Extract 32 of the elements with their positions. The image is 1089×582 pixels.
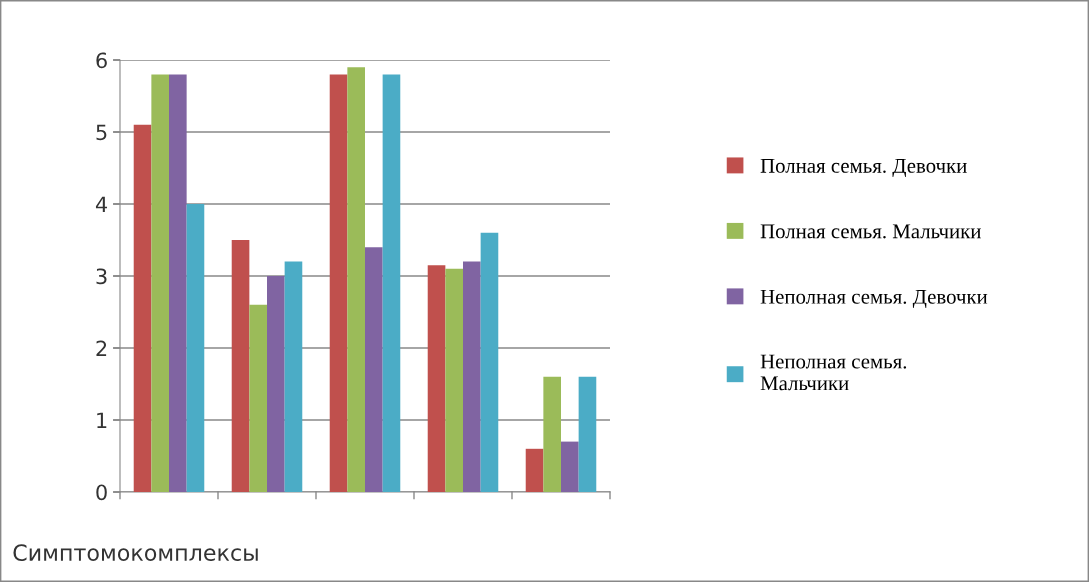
legend-label: Полная семья. Девочки [760, 159, 967, 178]
bar [463, 261, 481, 492]
legend-label: Неполная семья. Девочки [760, 289, 988, 309]
x-axis-title: Симптомокомплексы [13, 544, 258, 562]
bar [480, 232, 499, 492]
y-tick-label: 6 [96, 52, 107, 69]
y-tick-label: 1 [97, 412, 107, 428]
bar [231, 240, 250, 492]
y-tick-label: 2 [96, 340, 107, 356]
bar [133, 124, 152, 492]
bar [267, 276, 285, 492]
y-tick-label: 3 [96, 268, 107, 285]
bar [284, 261, 303, 492]
y-tick-label: 4 [95, 196, 108, 212]
bar [445, 268, 463, 492]
legend-label: Неполная семья. Мальчики [760, 354, 907, 391]
bar [151, 74, 169, 492]
bar [382, 74, 401, 492]
bar [169, 74, 187, 492]
legend-label: Полная семья. Мальчики [760, 224, 981, 239]
bar [561, 441, 579, 492]
bar [578, 376, 597, 492]
bar [329, 74, 348, 492]
bar [543, 376, 561, 492]
bar [365, 247, 383, 492]
y-tick-label: 5 [96, 124, 107, 141]
bar [525, 448, 544, 492]
bar [427, 265, 446, 492]
bar [186, 204, 205, 492]
bar [347, 67, 365, 492]
bar [249, 304, 267, 492]
y-tick-label: 0 [96, 484, 107, 501]
